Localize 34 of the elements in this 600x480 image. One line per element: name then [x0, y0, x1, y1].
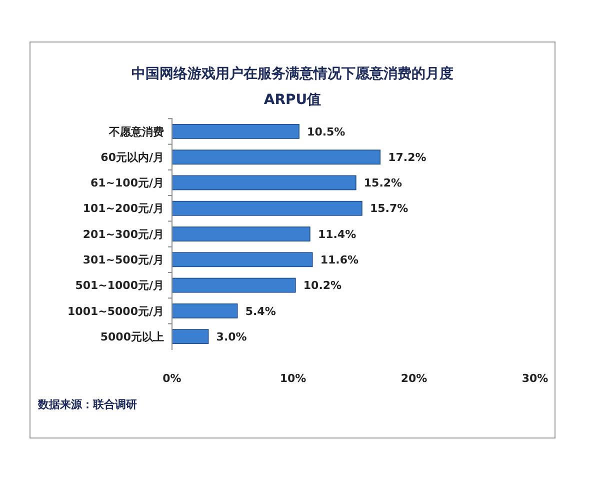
bar [172, 124, 300, 139]
bar [172, 175, 356, 190]
x-tick-label: 0% [162, 372, 182, 385]
data-label: 10.5% [307, 125, 346, 138]
data-label: 10.2% [303, 279, 342, 292]
y-tick-label: 201~300元/月 [82, 228, 164, 241]
data-label: 15.2% [364, 176, 402, 190]
bar [172, 303, 238, 318]
data-label: 17.2% [388, 150, 426, 164]
bar [172, 252, 313, 268]
bar [172, 329, 209, 344]
x-tick-label: 30% [522, 372, 548, 385]
data-label: 11.4% [318, 228, 356, 241]
y-tick-label: 不愿意消费 [108, 125, 164, 138]
x-tick-label: 10% [280, 372, 306, 385]
source-note: 数据来源：联合调研 [37, 398, 137, 411]
y-tick-label: 101~200元/月 [82, 202, 164, 216]
data-label: 5.4% [245, 304, 276, 318]
data-label: 11.6% [320, 253, 359, 266]
y-tick-label: 61~100元/月 [90, 176, 164, 190]
bar [172, 278, 296, 293]
x-tick-label: 20% [400, 372, 428, 385]
y-tick-label: 60元以内/月 [100, 150, 164, 164]
chart-subtitle: ARPU值 [264, 92, 322, 108]
y-tick-label: 1001~5000元/月 [68, 304, 164, 318]
bar [172, 200, 362, 216]
bar [172, 150, 381, 165]
bar [172, 226, 310, 242]
y-tick-label: 5000元以上 [100, 330, 164, 344]
y-tick-label: 301~500元/月 [82, 253, 164, 266]
data-label: 3.0% [216, 330, 247, 344]
y-tick-label: 501~1000元/月 [75, 279, 164, 292]
data-label: 15.7% [370, 202, 408, 216]
chart-title: 中国网络游戏用户在服务满意情况下愿意消费的月度 [132, 65, 454, 82]
